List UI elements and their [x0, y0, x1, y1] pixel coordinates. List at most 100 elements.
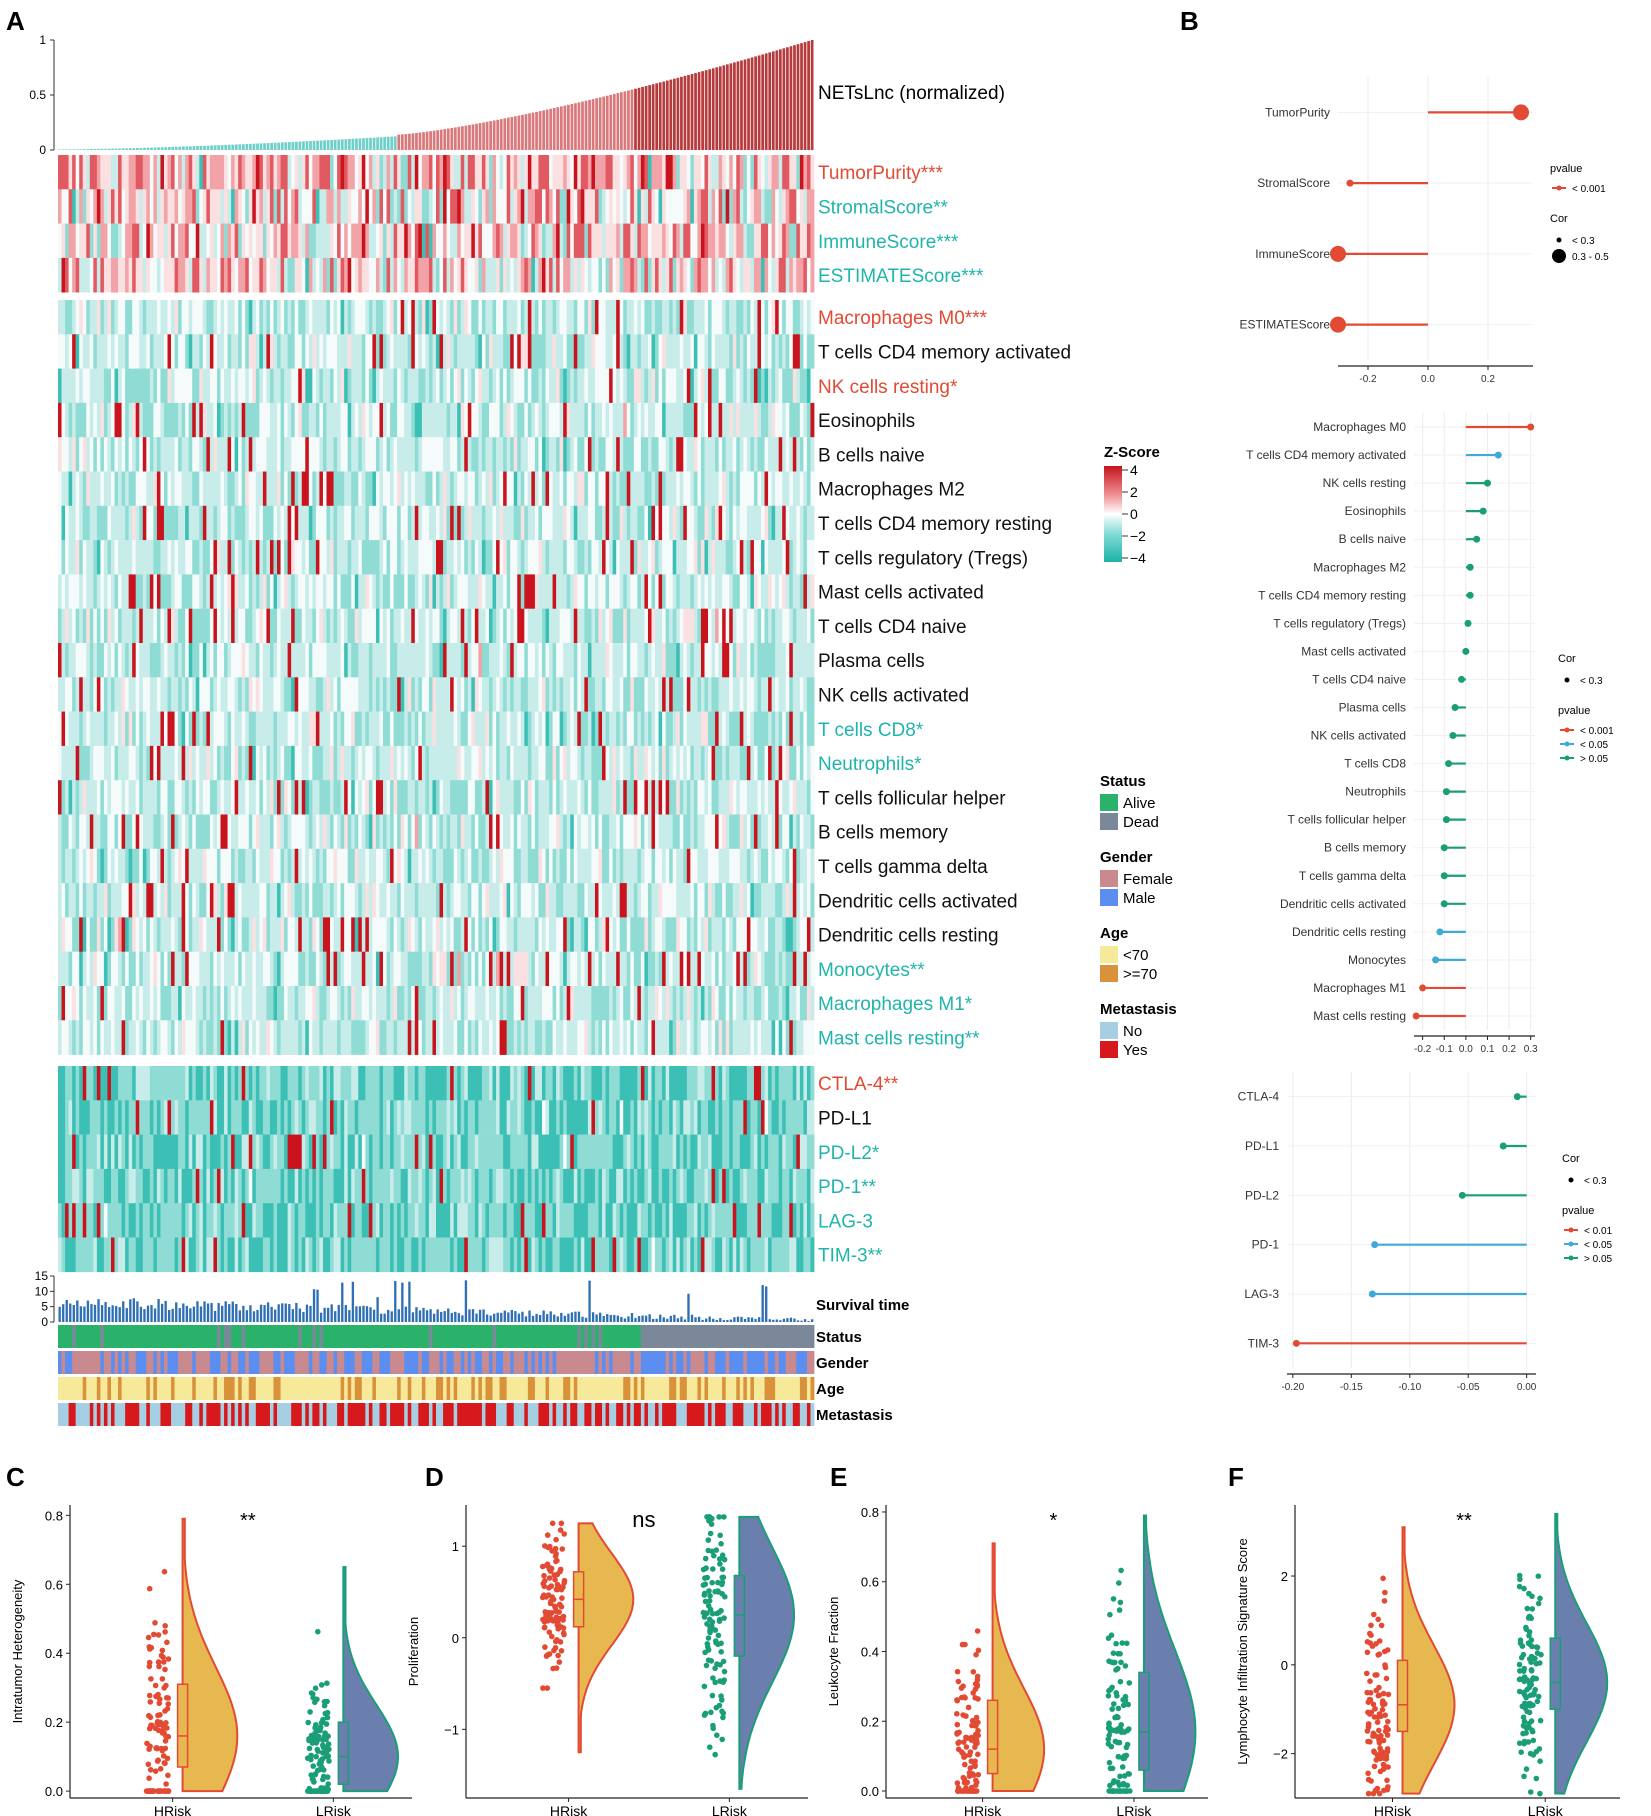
- heatmap-cell: [118, 917, 122, 952]
- heatmap-cell: [375, 780, 380, 815]
- heatmap-cell: [344, 814, 349, 850]
- heatmap-cell: [181, 780, 186, 815]
- heatmap-cell: [669, 257, 674, 293]
- heatmap-cell: [806, 471, 811, 507]
- heatmap-cell: [58, 574, 62, 609]
- heatmap-cell: [799, 155, 804, 190]
- heatmap-cell: [383, 574, 387, 609]
- heatmap-cell: [93, 368, 98, 404]
- heatmap-cell: [771, 643, 776, 678]
- heatmap-cell: [238, 471, 243, 507]
- heatmap-cell: [757, 402, 762, 438]
- heatmap-cell: [746, 608, 751, 644]
- heatmap-cell: [457, 471, 462, 507]
- heatmap-cell: [665, 437, 670, 472]
- heatmap-cell: [114, 223, 119, 259]
- heatmap-cell: [114, 745, 119, 781]
- heatmap-cell: [715, 300, 720, 335]
- heatmap-cell: [676, 608, 681, 644]
- heatmap-cell: [584, 189, 589, 224]
- heatmap-cell: [315, 848, 320, 884]
- heatmap-cell: [125, 540, 130, 575]
- heatmap-cell: [174, 574, 179, 609]
- heatmap-cell: [206, 814, 211, 850]
- heatmap-cell: [503, 608, 508, 644]
- heatmap-cell: [216, 677, 221, 712]
- heatmap-cell: [527, 471, 532, 507]
- heatmap-cell: [679, 257, 684, 293]
- heatmap-cell: [404, 437, 409, 472]
- heatmap-cell: [238, 574, 243, 609]
- heatmap-cell: [792, 677, 797, 712]
- heatmap-cell: [195, 574, 200, 609]
- heatmap-cell: [651, 883, 656, 918]
- heatmap-cell: [662, 437, 667, 472]
- heatmap-cell: [174, 368, 179, 404]
- heatmap-cell: [541, 402, 546, 438]
- heatmap-cell: [132, 223, 137, 259]
- heatmap-cell: [637, 883, 642, 918]
- heatmap-cell: [103, 608, 108, 644]
- heatmap-cell: [432, 574, 437, 609]
- heatmap-cell: [722, 780, 727, 815]
- heatmap-cell: [322, 189, 327, 224]
- heatmap-cell: [552, 540, 557, 575]
- heatmap-cell: [259, 471, 264, 507]
- heatmap-cell: [665, 505, 670, 541]
- heatmap-cell: [722, 505, 727, 541]
- heatmap-cell: [142, 505, 147, 541]
- heatmap-cell: [61, 917, 66, 952]
- heatmap-cell: [496, 745, 500, 781]
- heatmap-cell: [294, 437, 299, 472]
- heatmap-cell: [612, 471, 617, 507]
- heatmap-cell: [146, 677, 151, 712]
- heatmap-cell: [178, 848, 183, 884]
- heatmap-cell: [79, 334, 84, 369]
- heatmap-cell: [753, 300, 758, 335]
- heatmap-cell: [358, 223, 363, 259]
- heatmap-cell: [171, 402, 175, 438]
- heatmap-cell: [206, 402, 211, 438]
- heatmap-cell: [538, 677, 543, 712]
- heatmap-cell: [107, 505, 112, 541]
- heatmap-cell: [284, 814, 289, 850]
- heatmap-cell: [761, 574, 765, 609]
- heatmap-cell: [729, 155, 734, 190]
- heatmap-cell: [160, 437, 165, 472]
- heatmap-cell: [390, 643, 395, 678]
- heatmap-cell: [584, 677, 589, 712]
- heatmap-cell: [227, 608, 232, 644]
- heatmap-cell: [799, 437, 804, 472]
- heatmap-cell: [301, 608, 306, 644]
- heatmap-cell: [457, 848, 462, 884]
- heatmap-cell: [65, 540, 69, 575]
- heatmap-cell: [513, 300, 518, 335]
- heatmap-cell: [524, 608, 529, 644]
- heatmap-cell: [231, 780, 236, 815]
- heatmap-cell: [153, 745, 158, 781]
- heatmap-cell: [644, 883, 649, 918]
- heatmap-cell: [478, 368, 483, 404]
- heatmap-cell: [743, 608, 748, 644]
- heatmap-cell: [146, 848, 151, 884]
- heatmap-cell: [280, 223, 285, 259]
- heatmap-cell: [669, 745, 674, 781]
- heatmap-cell: [400, 711, 405, 747]
- heatmap-cell: [181, 848, 186, 884]
- netslnc-bar: [468, 125, 471, 150]
- netslnc-bar: [100, 148, 104, 150]
- heatmap-cell: [785, 677, 790, 712]
- heatmap-cell: [753, 711, 758, 747]
- heatmap-cell: [722, 189, 727, 224]
- heatmap-cell: [545, 505, 550, 541]
- heatmap-cell: [577, 437, 582, 472]
- heatmap-cell: [354, 883, 359, 918]
- heatmap-cell: [545, 780, 550, 815]
- heatmap-cell: [195, 437, 200, 472]
- heatmap-cell: [616, 643, 621, 678]
- heatmap-cell: [330, 155, 334, 190]
- heatmap-cell: [368, 574, 373, 609]
- heatmap-cell: [471, 368, 476, 404]
- heatmap-cell: [644, 334, 649, 369]
- netslnc-bar: [75, 149, 79, 150]
